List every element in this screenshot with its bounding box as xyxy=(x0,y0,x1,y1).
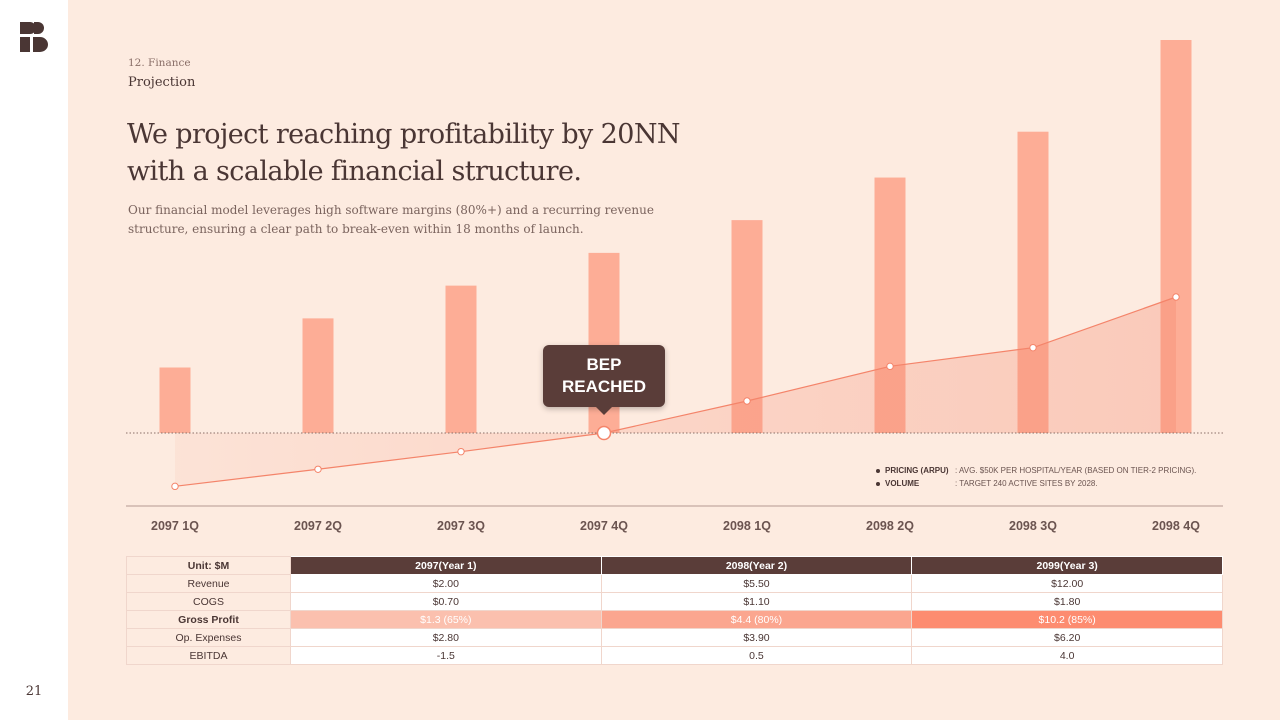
x-tick-label: 2098 1Q xyxy=(723,519,771,533)
table-cell: 0.5 xyxy=(600,646,913,665)
table-cell: $3.90 xyxy=(600,628,913,647)
title-line-1: We project reaching profitability by 20N… xyxy=(127,119,680,150)
table-cell: $5.50 xyxy=(600,574,913,593)
profit-point xyxy=(1172,293,1180,301)
page-number: 21 xyxy=(25,684,43,699)
subsection-label: Projection xyxy=(128,75,196,90)
table-cell: $1.80 xyxy=(911,592,1223,611)
note-pricing-label: PRICING (ARPU) xyxy=(885,466,949,475)
table-cell: $2.80 xyxy=(290,628,602,647)
profit-point xyxy=(1029,343,1037,352)
table-row-cogs: COGS $0.70 $1.10 $1.80 xyxy=(126,592,1223,611)
table-column-header: 2098(Year 2) xyxy=(600,556,913,575)
table-cell: $1.10 xyxy=(600,592,913,611)
sidebar: 21 xyxy=(0,0,68,720)
table-cell: $1.3 (65%) xyxy=(290,610,602,629)
table-cell: $0.70 xyxy=(290,592,602,611)
table-column-header: 2097(Year 1) xyxy=(290,556,602,575)
revenue-bar xyxy=(445,285,477,433)
note-volume-text: : TARGET 240 ACTIVE SITES BY 2028. xyxy=(955,479,1098,488)
bep-callout-pointer xyxy=(596,407,612,415)
revenue-bar xyxy=(302,318,334,433)
bullet-icon xyxy=(876,481,880,486)
table-cell: $10.2 (85%) xyxy=(911,610,1223,629)
profit-area xyxy=(175,297,1176,487)
note-volume-label: VOLUME xyxy=(885,479,920,488)
bullet-icon xyxy=(876,468,880,473)
table-row-revenue: Revenue $2.00 $5.50 $12.00 xyxy=(126,574,1223,593)
table-column-header: 2099(Year 3) xyxy=(911,556,1223,575)
financial-table: Unit: $M 2097(Year 1) 2098(Year 2) 2099(… xyxy=(126,556,1223,665)
section-label: 12. Finance xyxy=(128,57,191,69)
revenue-bar xyxy=(159,367,191,433)
profit-point xyxy=(171,482,179,491)
page-title: We project reaching profitability by 20N… xyxy=(127,116,747,190)
profit-point xyxy=(886,362,894,371)
brand-logo-icon xyxy=(20,22,48,52)
description-line-2: structure, ensuring a clear path to brea… xyxy=(128,222,584,236)
x-tick-label: 2097 1Q xyxy=(151,519,199,533)
table-row-gross-profit: Gross Profit $1.3 (65%) $4.4 (80%) $10.2… xyxy=(126,610,1223,629)
row-label: Gross Profit xyxy=(126,610,291,629)
table-row-opex: Op. Expenses $2.80 $3.90 $6.20 xyxy=(126,628,1223,647)
x-tick-label: 2097 2Q xyxy=(294,519,342,533)
row-label: Revenue xyxy=(126,574,291,593)
table-unit-label: Unit: $M xyxy=(126,556,291,575)
bep-callout: BEP REACHED xyxy=(543,345,665,407)
x-tick-label: 2097 4Q xyxy=(580,519,628,533)
description: Our financial model leverages high softw… xyxy=(128,201,668,239)
bep-callout-line-2: REACHED xyxy=(561,377,647,396)
table-cell: $2.00 xyxy=(290,574,602,593)
table-cell: $4.4 (80%) xyxy=(600,610,913,629)
description-line-1: Our financial model leverages high softw… xyxy=(128,203,654,217)
note-pricing: PRICING (ARPU) : AVG. $50K PER HOSPITAL/Y… xyxy=(876,466,1196,475)
x-tick-label: 2097 3Q xyxy=(437,519,485,533)
table-cell: $6.20 xyxy=(911,628,1223,647)
note-pricing-text: : AVG. $50K PER HOSPITAL/YEAR (BASED ON … xyxy=(955,466,1197,475)
profit-point xyxy=(743,397,751,405)
row-label: EBITDA xyxy=(126,646,291,665)
profit-point xyxy=(314,465,322,473)
table-row-ebitda: EBITDA -1.5 0.5 4.0 xyxy=(126,646,1223,665)
table-cell: $12.00 xyxy=(911,574,1223,593)
profit-point xyxy=(457,447,465,456)
row-label: COGS xyxy=(126,592,291,611)
profit-line xyxy=(174,296,1177,487)
bep-callout-line-1: BEP xyxy=(586,355,622,374)
bep-point xyxy=(596,425,612,441)
table-header-row: Unit: $M 2097(Year 1) 2098(Year 2) 2099(… xyxy=(126,556,1223,575)
row-label: Op. Expenses xyxy=(126,628,291,647)
table-cell: -1.5 xyxy=(290,646,602,665)
note-volume: VOLUME : TARGET 240 ACTIVE SITES BY 2028. xyxy=(876,479,1098,488)
title-line-2: with a scalable financial structure. xyxy=(127,156,582,187)
x-tick-label: 2098 3Q xyxy=(1009,519,1057,533)
x-tick-label: 2098 2Q xyxy=(866,519,914,533)
x-tick-label: 2098 4Q xyxy=(1152,519,1200,533)
table-cell: 4.0 xyxy=(911,646,1223,665)
